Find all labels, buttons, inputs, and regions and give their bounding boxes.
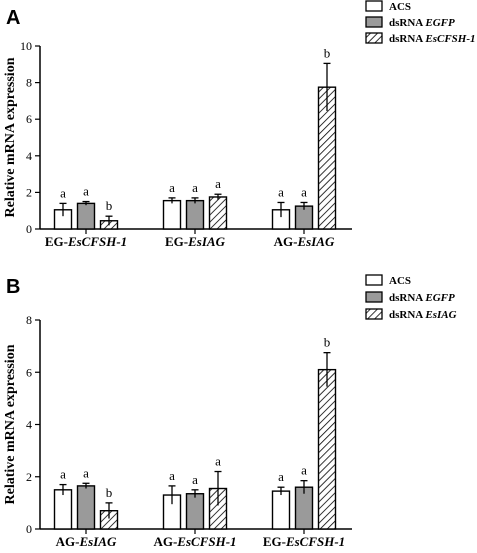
y-tick-label: 2 bbox=[26, 470, 32, 484]
significance-label: a bbox=[192, 472, 198, 487]
category-prefix: EG- bbox=[263, 534, 286, 549]
significance-label: a bbox=[215, 454, 221, 469]
category-label: EG-EsCFSH-1 bbox=[263, 534, 345, 549]
bar bbox=[53, 489, 73, 530]
bar bbox=[76, 485, 96, 530]
legend-label-italic: EsIAG bbox=[424, 309, 456, 321]
bar bbox=[271, 490, 291, 530]
legend-label-italic: EGFP bbox=[424, 17, 455, 29]
y-tick-label: 8 bbox=[26, 313, 32, 327]
category-prefix: AG- bbox=[56, 534, 80, 549]
legend-swatch bbox=[365, 32, 383, 44]
significance-label: a bbox=[60, 185, 66, 200]
legend-label-text: ACS bbox=[389, 275, 411, 287]
y-tick-label: 0 bbox=[26, 522, 32, 536]
legend-label-text: dsRNA bbox=[389, 17, 425, 29]
category-gene: EsIAG bbox=[187, 234, 225, 249]
category-label: EG-EsIAG bbox=[165, 234, 226, 249]
legend-swatch bbox=[365, 274, 383, 286]
significance-label: a bbox=[278, 469, 284, 484]
category-label: AG-EsIAG bbox=[56, 534, 117, 549]
significance-label: b bbox=[324, 335, 331, 350]
category-gene: EsCFSH-1 bbox=[285, 534, 345, 549]
category-gene: EsCFSH-1 bbox=[176, 534, 236, 549]
bar bbox=[317, 368, 337, 530]
significance-label: a bbox=[215, 176, 221, 191]
panel-letter: A bbox=[6, 7, 20, 29]
legend-label-text: dsRNA bbox=[389, 292, 425, 304]
category-prefix: EG- bbox=[45, 234, 68, 249]
category-label: EG-EsCFSH-1 bbox=[45, 234, 127, 249]
legend-label-text: ACS bbox=[389, 1, 411, 13]
legend-label: ACS bbox=[389, 1, 411, 13]
category-gene: EsIAG bbox=[296, 234, 334, 249]
significance-label: a bbox=[169, 180, 175, 195]
significance-label: b bbox=[106, 485, 113, 500]
y-tick-label: 8 bbox=[26, 76, 32, 90]
significance-label: a bbox=[60, 467, 66, 482]
significance-label: b bbox=[106, 198, 113, 213]
bar bbox=[185, 493, 205, 530]
y-axis-label: Relative mRNA expression bbox=[3, 57, 18, 217]
bar bbox=[185, 199, 205, 230]
legend-label: ACS bbox=[389, 275, 411, 287]
legend-label: dsRNA EsIAG bbox=[389, 309, 457, 321]
significance-label: b bbox=[324, 45, 331, 60]
y-tick-label: 0 bbox=[26, 222, 32, 236]
category-label: AG-EsCFSH-1 bbox=[153, 534, 236, 549]
legend-label: dsRNA EGFP bbox=[389, 292, 455, 304]
y-tick-label: 2 bbox=[26, 185, 32, 199]
y-axis-label: Relative mRNA expression bbox=[3, 344, 18, 504]
significance-label: a bbox=[278, 184, 284, 199]
significance-label: a bbox=[301, 184, 307, 199]
legend-label-italic: EGFP bbox=[424, 292, 455, 304]
category-gene: EsCFSH-1 bbox=[67, 234, 127, 249]
legend-swatch bbox=[365, 0, 383, 12]
category-prefix: EG- bbox=[165, 234, 188, 249]
y-tick-label: 10 bbox=[20, 39, 32, 53]
bar bbox=[76, 202, 96, 230]
significance-label: a bbox=[192, 180, 198, 195]
panel-letter: B bbox=[6, 276, 20, 298]
bar bbox=[162, 199, 182, 230]
category-prefix: AG- bbox=[153, 534, 177, 549]
legend-swatch bbox=[365, 308, 383, 320]
significance-label: a bbox=[169, 468, 175, 483]
significance-label: a bbox=[301, 463, 307, 478]
legend-label-text: dsRNA bbox=[389, 33, 425, 45]
significance-label: a bbox=[83, 465, 89, 480]
category-prefix: AG- bbox=[274, 234, 298, 249]
y-tick-label: 6 bbox=[26, 112, 32, 126]
legend-label-text: dsRNA bbox=[389, 309, 425, 321]
legend-swatch bbox=[365, 291, 383, 303]
y-tick-label: 6 bbox=[26, 365, 32, 379]
legend-label: dsRNA EGFP bbox=[389, 17, 455, 29]
legend-label: dsRNA EsCFSH-1 bbox=[389, 33, 476, 45]
bar bbox=[208, 196, 228, 230]
legend-swatch bbox=[365, 16, 383, 28]
legend-label-italic: EsCFSH-1 bbox=[424, 33, 475, 45]
significance-label: a bbox=[83, 184, 89, 199]
y-tick-label: 4 bbox=[26, 418, 32, 432]
y-tick-label: 4 bbox=[26, 149, 32, 163]
category-label: AG-EsIAG bbox=[274, 234, 335, 249]
category-gene: EsIAG bbox=[78, 534, 116, 549]
